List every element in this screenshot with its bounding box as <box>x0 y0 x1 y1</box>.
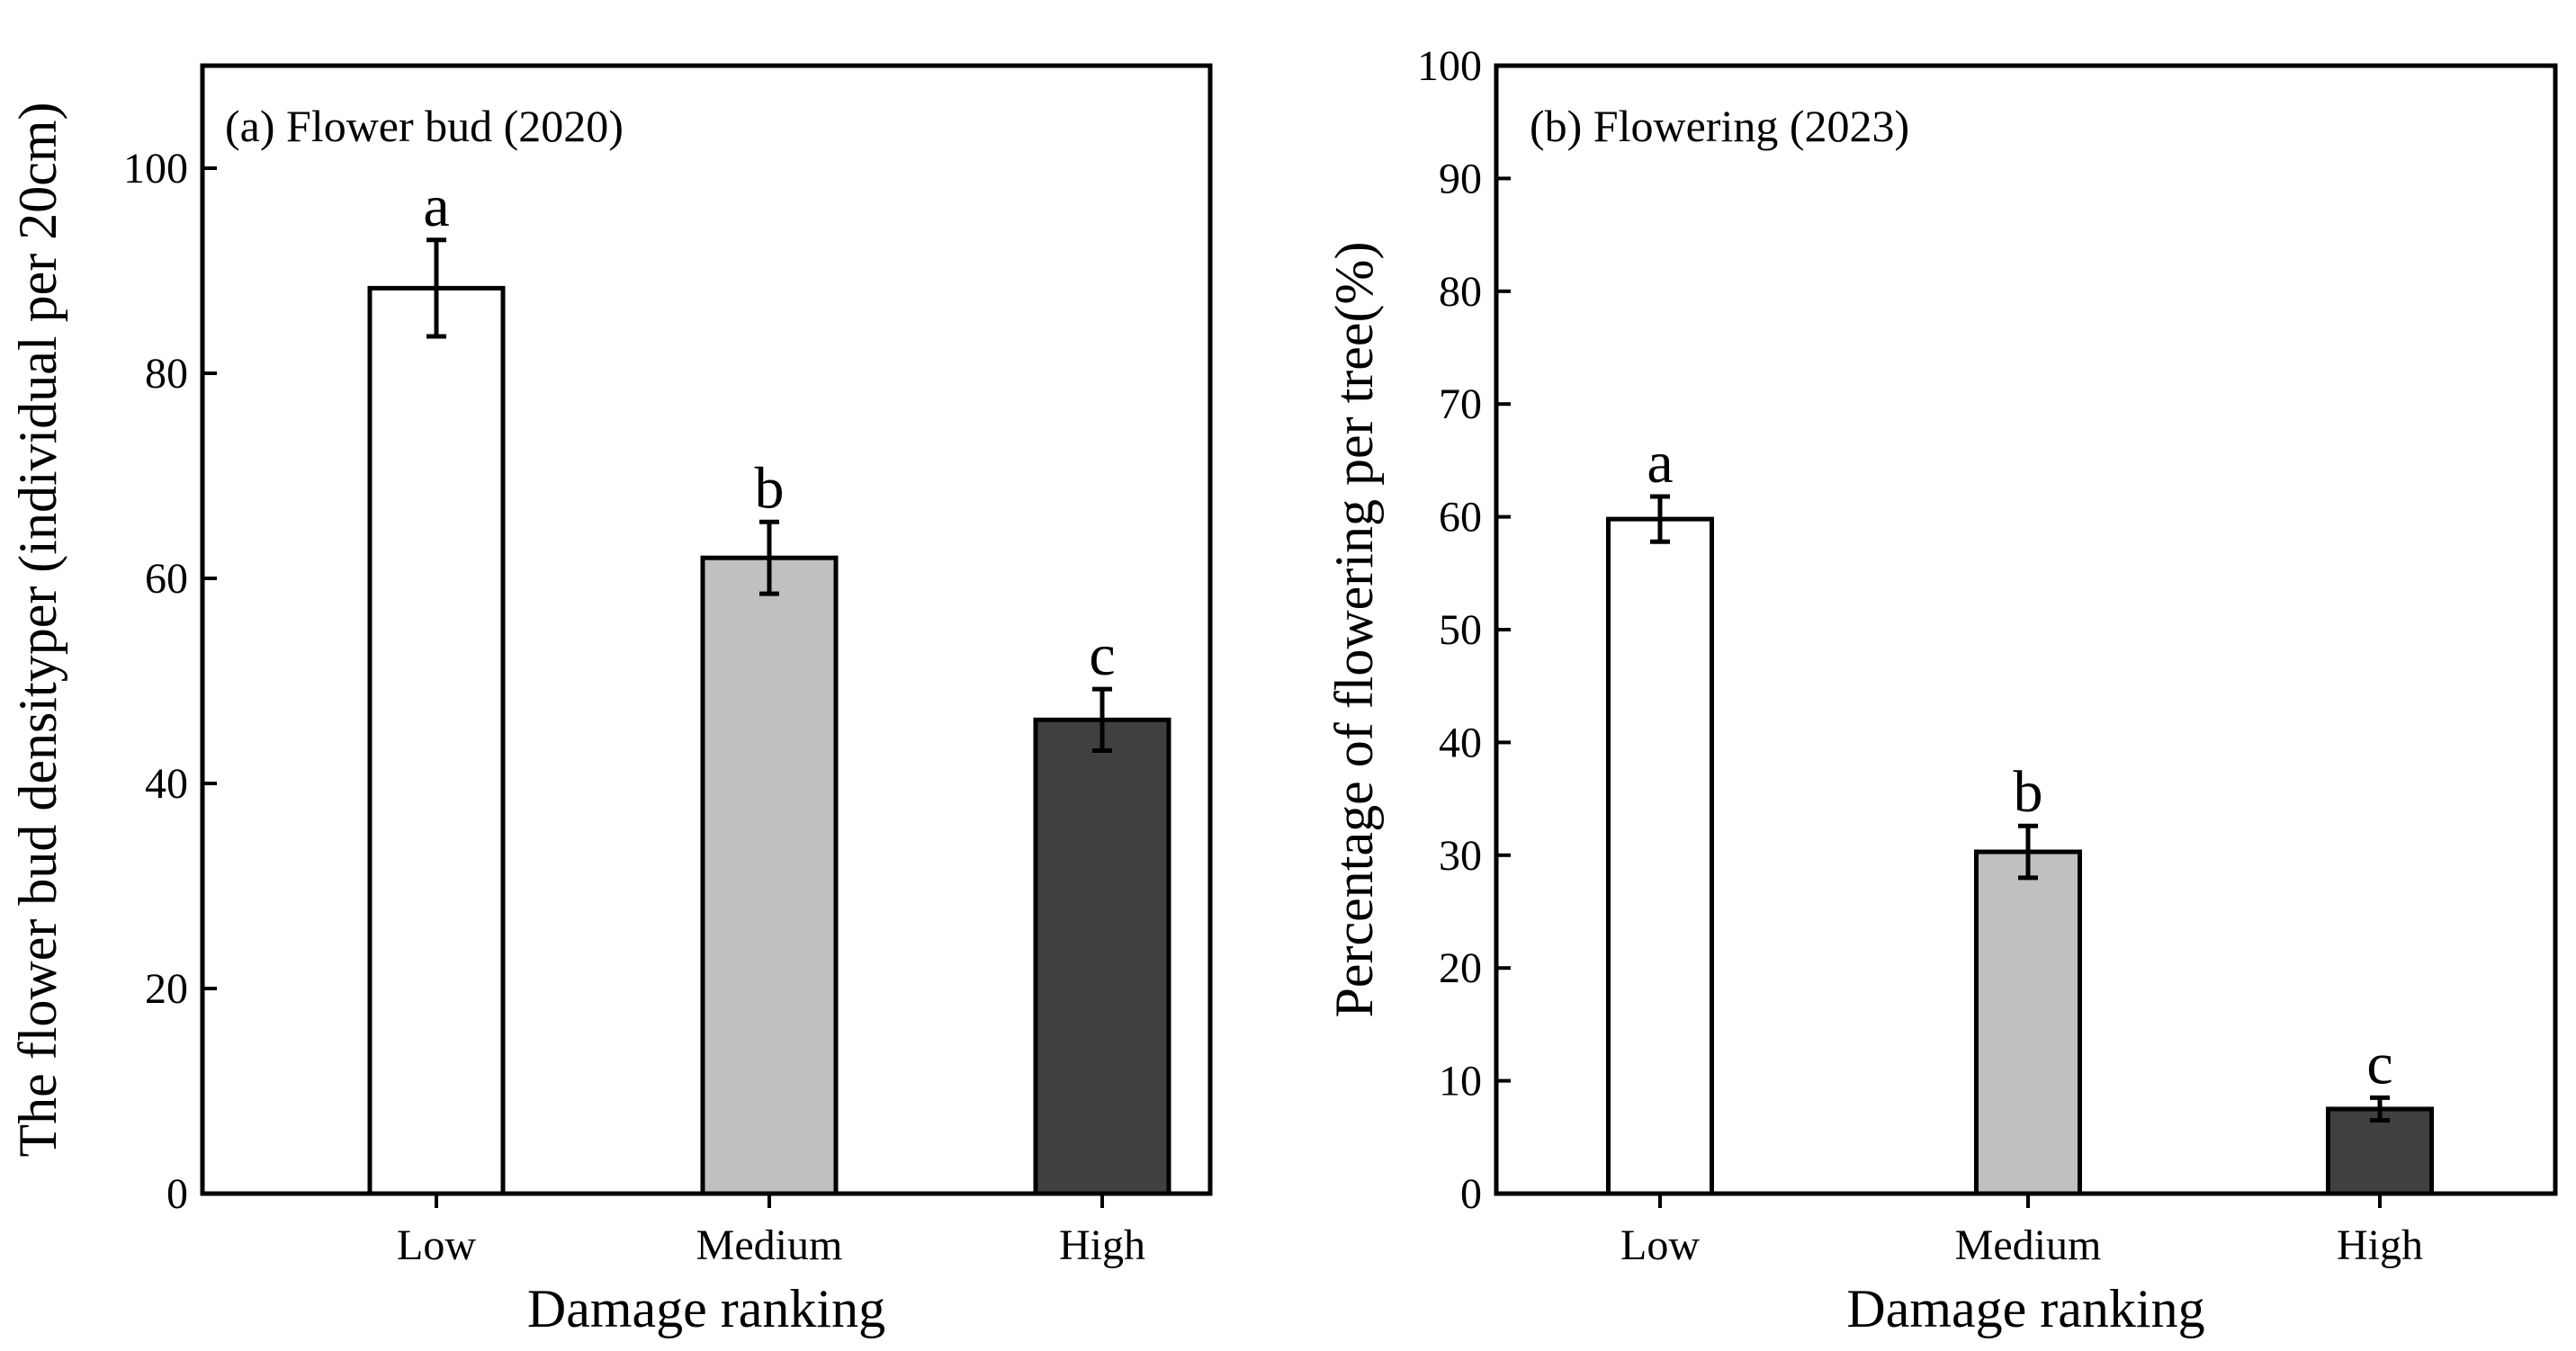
panel-b-y-axis: 0 10 20 30 40 50 60 70 80 90 100 <box>1417 42 1511 1218</box>
panel-a-x-axis-title: Damage ranking <box>527 1279 885 1338</box>
panel-a-x-axis: Low Medium High <box>397 1194 1145 1269</box>
panel-b-flowering: (b) Flowering (2023) Damage ranking Perc… <box>1324 42 2558 1338</box>
panel-a-bar-high <box>1033 717 1171 1196</box>
panel-a-y-axis-title: The flower bud densityper (individual pe… <box>8 103 67 1158</box>
panel-b-significance-high: c <box>2366 1031 2392 1096</box>
panel-a-x-tick-label-high: High <box>1059 1221 1145 1269</box>
panel-b-x-axis-title: Damage ranking <box>1846 1279 2204 1338</box>
panel-b-x-tick-label-medium: Medium <box>1955 1221 2102 1269</box>
panel-b-bars: a b c <box>1606 430 2434 1196</box>
panel-b-bar-medium <box>1974 849 2082 1196</box>
panel-a-y-tick-label-80: 80 <box>145 350 188 398</box>
panel-b-title: (b) Flowering (2023) <box>1530 101 1909 151</box>
panel-a-y-tick-label-60: 60 <box>145 555 188 603</box>
panel-a-bars: a b c <box>367 174 1171 1196</box>
panel-a-significance-low: a <box>423 174 449 239</box>
panel-a-y-axis: 0 20 40 60 80 100 <box>123 145 217 1218</box>
panel-b-y-tick-label-10: 10 <box>1439 1058 1482 1105</box>
panel-a-y-tick-label-40: 40 <box>145 760 188 808</box>
panel-a-x-tick-label-medium: Medium <box>696 1221 843 1269</box>
panel-b-y-tick-label-100: 100 <box>1417 42 1482 90</box>
panel-b-significance-low: a <box>1647 430 1673 496</box>
panel-b-y-tick-label-80: 80 <box>1439 268 1482 316</box>
panel-a-x-tick-label-low: Low <box>397 1221 476 1269</box>
panel-a-y-tick-label-0: 0 <box>166 1170 188 1218</box>
panel-b-bar-low <box>1606 516 1714 1196</box>
panel-b-y-tick-label-60: 60 <box>1439 494 1482 541</box>
panel-b-y-tick-label-90: 90 <box>1439 155 1482 202</box>
panel-a-flower-bud: (a) Flower bud (2020) Damage ranking The… <box>8 63 1213 1338</box>
panel-b-y-tick-label-50: 50 <box>1439 606 1482 654</box>
panel-a-y-tick-label-100: 100 <box>123 145 188 192</box>
panel-a-bar-medium <box>700 555 839 1196</box>
panel-b-x-tick-label-low: Low <box>1620 1221 1700 1269</box>
panel-b-x-axis: Low Medium High <box>1620 1194 2423 1269</box>
panel-b-y-tick-label-30: 30 <box>1439 832 1482 880</box>
panel-b-y-axis-title: Percentage of flowering per tree(%) <box>1324 242 1384 1018</box>
panel-b-y-tick-label-40: 40 <box>1439 719 1482 766</box>
panel-a-y-tick-label-20: 20 <box>145 965 188 1013</box>
panel-b-y-tick-label-20: 20 <box>1439 944 1482 992</box>
panel-b-y-tick-label-70: 70 <box>1439 380 1482 428</box>
panel-b-x-tick-label-high: High <box>2337 1221 2423 1269</box>
panel-a-significance-medium: b <box>755 455 785 521</box>
panel-b-significance-medium: b <box>2014 759 2043 825</box>
panel-a-title: (a) Flower bud (2020) <box>225 101 624 151</box>
panel-a-significance-high: c <box>1089 622 1115 688</box>
panel-b-y-tick-label-0: 0 <box>1460 1170 1482 1218</box>
panel-a-bar-low <box>367 285 506 1196</box>
